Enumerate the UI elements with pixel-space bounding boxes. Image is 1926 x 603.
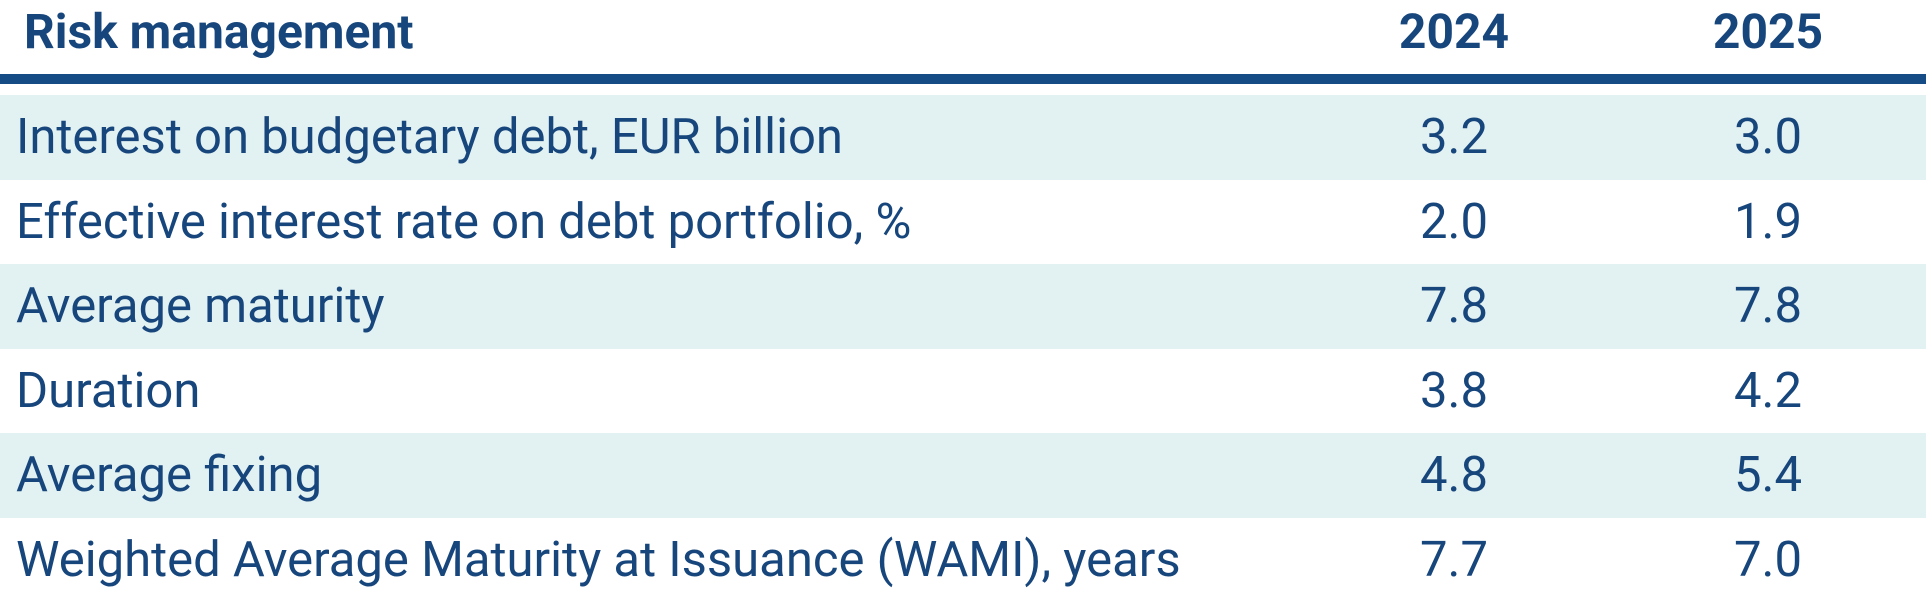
row-label: Weighted Average Maturity at Issuance (W… (16, 531, 1181, 588)
cell-value: 3.0 (1734, 108, 1802, 165)
column-header: 2024 (1398, 3, 1510, 60)
title: Risk management (24, 3, 414, 60)
table-row: Average maturity 7.8 7.8 (0, 264, 1926, 349)
cell-value: 7.0 (1734, 531, 1802, 588)
table-row: Weighted Average Maturity at Issuance (W… (0, 518, 1926, 603)
cell-value: 7.8 (1734, 277, 1802, 335)
row-label: Duration (16, 361, 201, 419)
cell-value: 3.2 (1420, 108, 1488, 165)
table-row: Interest on budgetary debt, EUR billion 3… (0, 95, 1926, 180)
row-label: Effective interest rate on debt portfoli… (16, 192, 912, 250)
table-row: Average fixing 4.8 5.4 (0, 433, 1926, 518)
header-rule (0, 74, 1926, 84)
row-label: Interest on budgetary debt, EUR billion (16, 108, 843, 165)
cell-value: 7.7 (1420, 531, 1488, 588)
cell-value: 1.9 (1734, 192, 1802, 250)
cell-value: 7.8 (1420, 277, 1488, 335)
row-label: Average maturity (16, 277, 385, 335)
cell-value: 4.8 (1420, 446, 1488, 504)
table-row: Effective interest rate on debt portfoli… (0, 180, 1926, 265)
cell-value: 2.0 (1420, 192, 1488, 250)
table-row: Duration 3.8 4.2 (0, 349, 1926, 434)
header: Risk management 2024 2025 (0, 0, 1926, 76)
cell-value: 5.4 (1734, 446, 1802, 504)
column-header: 2025 (1712, 3, 1824, 60)
cell-value: 4.2 (1734, 361, 1802, 419)
row-label: Average fixing (16, 446, 323, 504)
cell-value: 3.8 (1420, 361, 1488, 419)
